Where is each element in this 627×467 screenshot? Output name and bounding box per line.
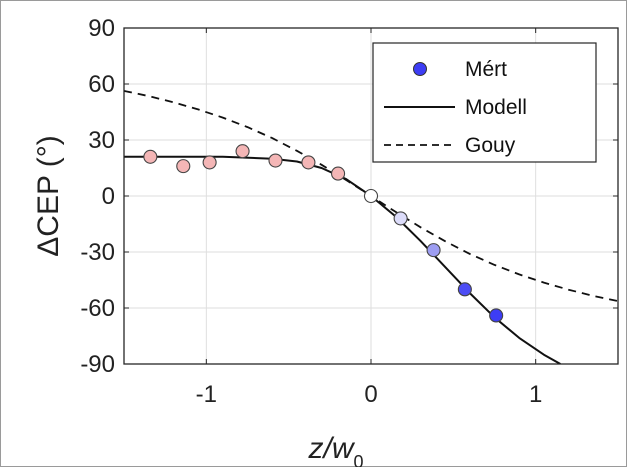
data-point [176,159,191,174]
data-point [268,153,283,168]
series-points [143,144,504,323]
legend-label-gouy: Gouy [465,134,516,157]
y-axis-label: ΔCEP (°) [32,135,65,257]
y-tick-label: 30 [88,127,115,154]
legend-label-mert: Mért [465,58,507,81]
y-tick-label: -90 [80,351,115,378]
x-tick-label: -1 [196,381,217,408]
legend-box [372,42,597,163]
y-tick-label: 60 [88,71,115,98]
data-point [457,282,472,297]
data-point [143,149,158,164]
data-point [301,155,316,170]
y-tick-label: -60 [80,295,115,322]
y-tick-label: 90 [88,15,115,42]
data-point [235,144,250,159]
data-point [489,308,504,323]
legend-label-modell: Modell [465,96,527,119]
data-point [202,155,217,170]
legend-marker-mert [413,62,427,76]
y-tick-label: 0 [102,183,115,210]
legend: Mért Modell Gouy [372,42,597,163]
data-point [426,243,441,258]
axis-ticks [124,27,618,365]
x-tick-label: 1 [529,381,542,408]
series-line-modell [124,155,561,364]
x-tick-label: 0 [364,381,377,408]
y-tick-label: -30 [80,239,115,266]
y-tick-labels: 90 60 30 0 -30 -60 -90 [80,15,115,378]
x-tick-labels: -1 0 1 [196,381,543,408]
data-point [363,188,379,204]
x-axis-label: z/w0 [307,432,363,467]
data-point [331,166,346,181]
data-point [393,211,408,226]
